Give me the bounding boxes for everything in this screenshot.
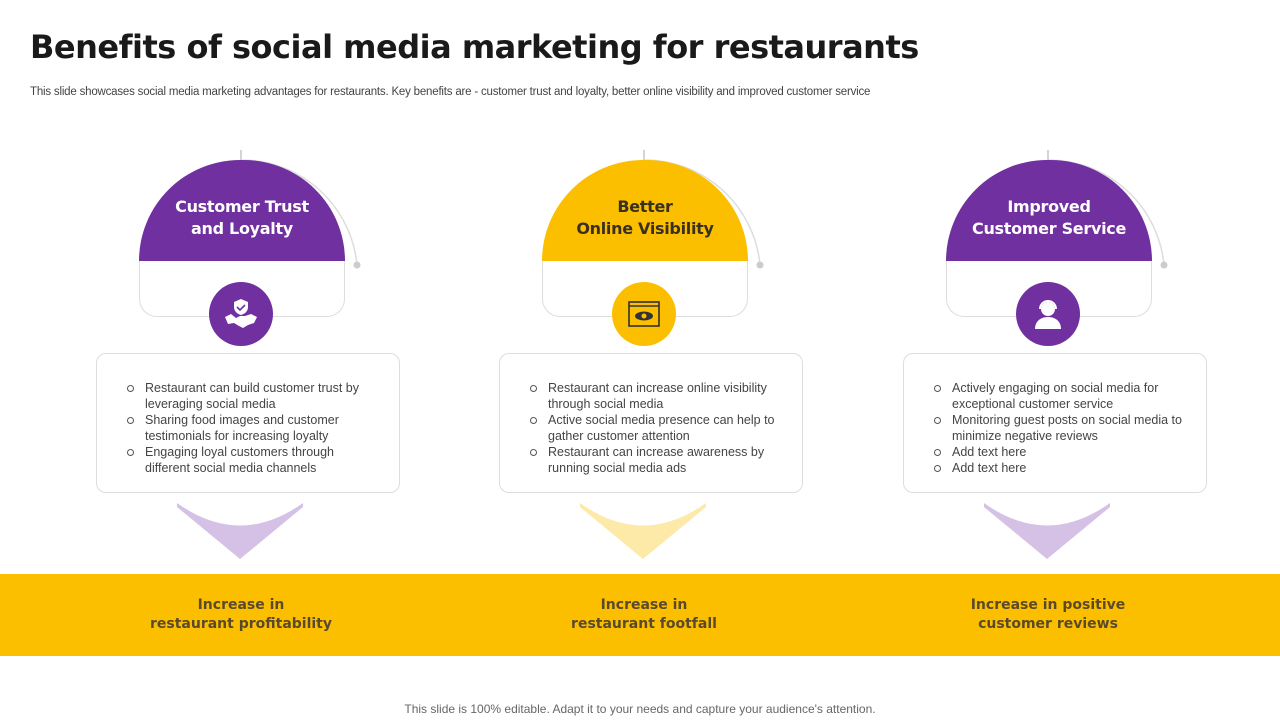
down-arrow-icon [580,503,706,559]
outcome-line: Increase in positive [970,597,1126,613]
bullet-item: Add text here [934,460,1186,476]
down-arrow-icon [177,503,303,559]
bullet-item: Active social media presence can help to… [530,412,782,444]
heading-line: Customer Trust [175,196,309,216]
heading-line: and Loyalty [191,218,293,238]
outcome-line: customer reviews [978,616,1118,632]
outcome-line: restaurant profitability [149,616,333,632]
benefit-details: Actively engaging on social media for ex… [903,353,1207,493]
outcome-band [0,574,1280,656]
outcome-text: Increase in restaurant profitability [91,596,391,634]
bullet-item: Restaurant can build customer trust by l… [127,380,379,412]
bullet-item: Restaurant can increase awareness by run… [530,444,782,476]
outcome-text: Increase in restaurant footfall [494,596,794,634]
benefit-details: Restaurant can increase online visibilit… [499,353,803,493]
outcome-line: Increase in [197,597,285,613]
down-arrow-icon [984,503,1110,559]
bullet-item: Engaging loyal customers through differe… [127,444,379,476]
benefit-details: Restaurant can build customer trust by l… [96,353,400,493]
heading-line: Online Visibility [576,218,714,238]
bullet-item: Monitoring guest posts on social media t… [934,412,1186,444]
bullet-item: Restaurant can increase online visibilit… [530,380,782,412]
outcome-line: restaurant footfall [571,616,717,632]
bullet-item: Sharing food images and customer testimo… [127,412,379,444]
eye-browser-icon [612,282,676,346]
footer-note: This slide is 100% editable. Adapt it to… [404,702,876,716]
bullet-item: Add text here [934,444,1186,460]
outcome-text: Increase in positive customer reviews [898,596,1198,634]
heading-line: Improved [1007,196,1091,216]
heading-line: Better [617,196,673,216]
outcome-line: Increase in [600,597,688,613]
page-title: Benefits of social media marketing for r… [30,28,919,66]
page-subtitle: This slide showcases social media market… [30,86,871,98]
handshake-shield-icon [209,282,273,346]
heading-line: Customer Service [972,218,1126,238]
bullet-item: Actively engaging on social media for ex… [934,380,1186,412]
customer-support-icon [1016,282,1080,346]
